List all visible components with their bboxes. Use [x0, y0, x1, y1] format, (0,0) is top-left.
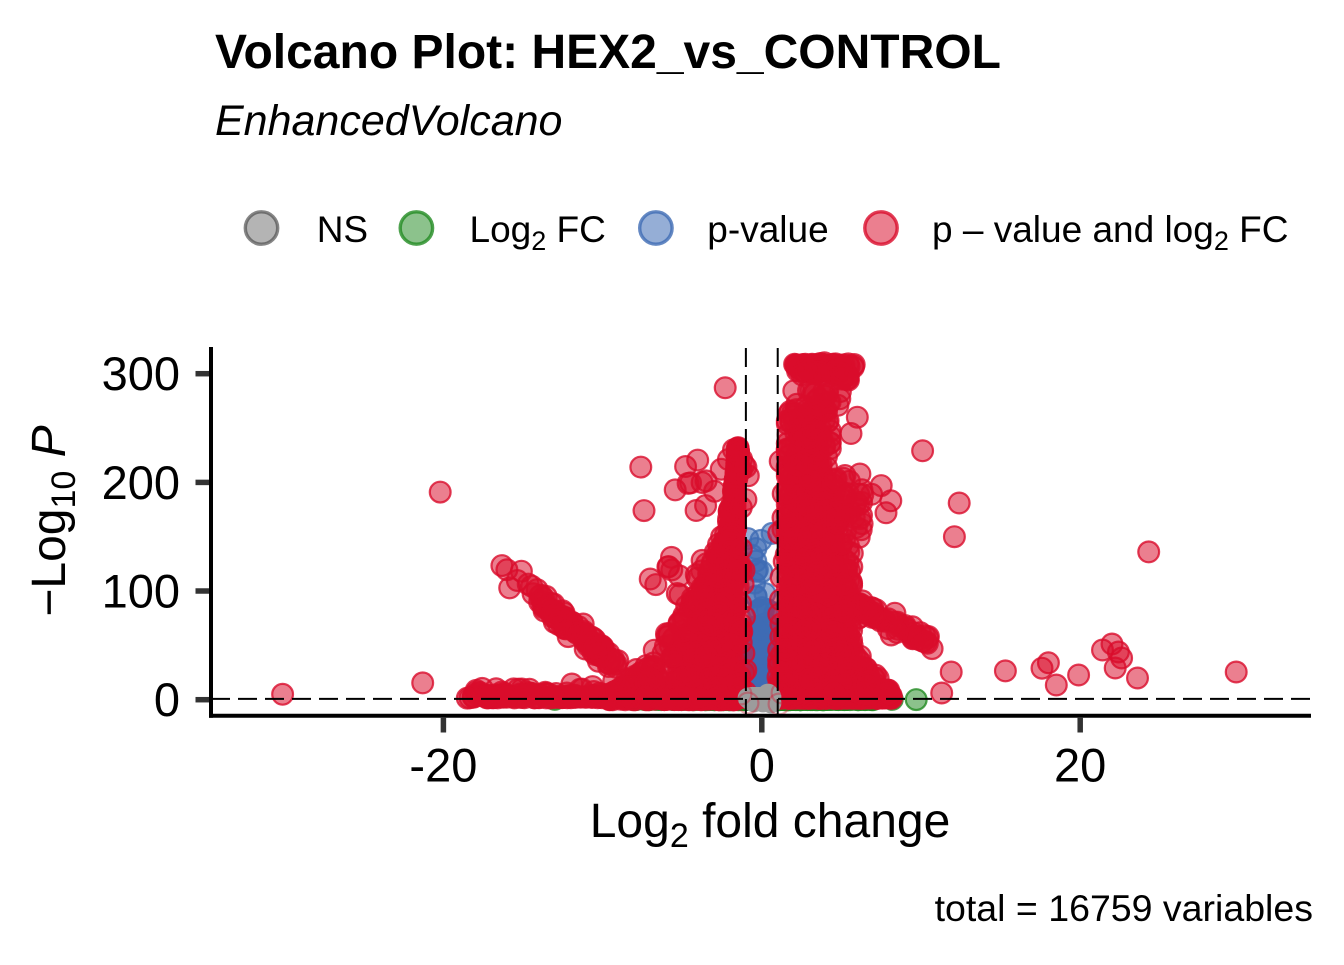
svg-text:300: 300	[102, 347, 180, 400]
svg-text:EnhancedVolcano: EnhancedVolcano	[215, 97, 562, 145]
svg-text:0: 0	[749, 739, 775, 792]
svg-text:total = 16759 variables: total = 16759 variables	[935, 887, 1313, 929]
svg-text:p-value: p-value	[707, 209, 828, 250]
svg-text:Volcano Plot: HEX2_vs_CONTROL: Volcano Plot: HEX2_vs_CONTROL	[215, 26, 1001, 79]
svg-text:20: 20	[1054, 739, 1106, 792]
svg-text:100: 100	[102, 565, 180, 618]
svg-text:-20: -20	[409, 739, 477, 792]
svg-text:0: 0	[154, 673, 180, 726]
svg-text:−Log10 P: −Log10 P	[23, 425, 83, 616]
svg-text:NS: NS	[317, 209, 368, 250]
svg-text:200: 200	[102, 456, 180, 509]
svg-text:Log2 fold change: Log2 fold change	[590, 795, 951, 855]
svg-text:p – value and log2 FC: p – value and log2 FC	[932, 209, 1288, 256]
